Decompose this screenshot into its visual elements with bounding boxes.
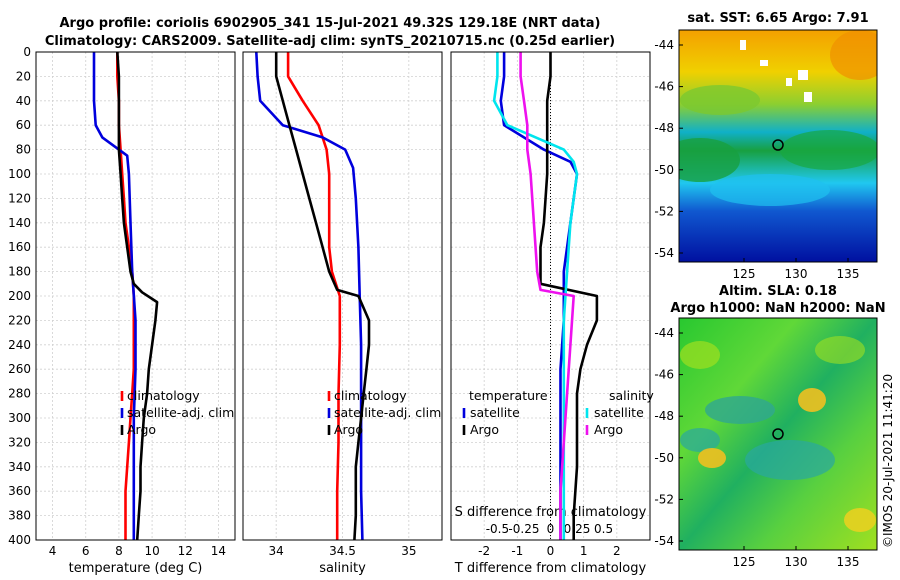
depth-tick-label: 160 <box>8 240 31 254</box>
argo-position-marker <box>772 428 784 440</box>
sla-map-subtitle: Argo h1000: NaN h2000: NaN <box>670 301 885 316</box>
x-tick-label: 0 <box>547 544 555 558</box>
legend-label: temperature <box>469 388 548 403</box>
map-lon-label: 135 <box>837 555 860 569</box>
x-tick-label: 34 <box>269 544 284 558</box>
legend-label: satellite-adj. clim <box>127 405 234 420</box>
map-lat-label: -46 <box>654 368 674 382</box>
map-lat-label: -52 <box>654 204 674 218</box>
depth-tick-label: 60 <box>16 118 31 132</box>
depth-tick-label: 320 <box>8 435 31 449</box>
x-tick-label: 34.5 <box>329 544 356 558</box>
x-axis-label: temperature (deg C) <box>69 561 203 576</box>
legend-label: satellite <box>470 405 520 420</box>
map-lon-label: 130 <box>785 267 808 281</box>
x-tick-label: 10 <box>144 544 159 558</box>
axes-frame <box>450 51 651 541</box>
map-lon-label: 130 <box>785 555 808 569</box>
map-lat-label: -44 <box>654 38 674 52</box>
depth-tick-label: 380 <box>8 509 31 523</box>
legend-label: climatology <box>334 388 407 403</box>
x-tick-label: 1 <box>580 544 588 558</box>
depth-tick-label: 260 <box>8 362 31 376</box>
depth-tick-label: 20 <box>16 69 31 83</box>
depth-tick-label: 140 <box>8 216 31 230</box>
map-lat-label: -48 <box>654 121 674 135</box>
map-lat-label: -54 <box>654 246 674 260</box>
legend-label: salinity <box>609 388 654 403</box>
legend-label: satellite-adj. clim <box>334 405 441 420</box>
argo-position-marker <box>772 139 784 151</box>
figure-title-line2: Climatology: CARS2009. Satellite-adj cli… <box>45 34 615 49</box>
map-lat-label: -50 <box>654 451 674 465</box>
axes-frame <box>35 51 236 541</box>
map-lat-label: -52 <box>654 492 674 506</box>
map-lon-label: 125 <box>733 555 756 569</box>
depth-tick-label: 120 <box>8 191 31 205</box>
figure-title-line1: Argo profile: coriolis 6902905_341 15-Ju… <box>60 16 601 31</box>
series-line-t-argo <box>539 52 599 540</box>
depth-tick-label: 240 <box>8 338 31 352</box>
x-tick-label: 35 <box>401 544 416 558</box>
depth-tick-label: 340 <box>8 460 31 474</box>
sla-map: Altim. SLA: 0.18 Argo h1000: NaN h2000: … <box>654 284 885 569</box>
map-lat-label: -50 <box>654 163 674 177</box>
depth-tick-label: 180 <box>8 265 31 279</box>
map-lon-label: 125 <box>733 267 756 281</box>
x-axis-label: T difference from climatology <box>454 561 647 576</box>
depth-tick-label: 40 <box>16 94 31 108</box>
map-lat-label: -54 <box>654 534 674 548</box>
legend-label: Argo <box>127 422 156 437</box>
profile-panels: 0204060801001201401601802002202402602803… <box>8 45 654 576</box>
x-tick-label: 14 <box>211 544 226 558</box>
map-lat-label: -44 <box>654 326 674 340</box>
depth-tick-label: 80 <box>16 143 31 157</box>
s-tick-label: 0.5 <box>594 522 613 536</box>
depth-tick-label: 400 <box>8 533 31 547</box>
depth-tick-label: 220 <box>8 313 31 327</box>
map-lon-label: 135 <box>837 267 860 281</box>
s-axis-label: S difference from climatology <box>455 505 647 520</box>
sst-map-title: sat. SST: 6.65 Argo: 7.91 <box>687 11 868 26</box>
legend-label: Argo <box>334 422 363 437</box>
panel-difference: -2 -1 0 1 2 T difference from climatology S di… <box>450 51 654 576</box>
sst-map: sat. SST: 6.65 Argo: 7.91 -44 -46 -48 -50 -5… <box>654 11 878 281</box>
x-tick-label: -2 <box>478 544 490 558</box>
s-tick-label: -0.25 <box>508 522 539 536</box>
depth-tick-label: 100 <box>8 167 31 181</box>
series-line-argo <box>274 52 371 541</box>
series-line-s-argo <box>519 52 576 540</box>
s-tick-label: -0.5 <box>486 522 509 536</box>
x-tick-label: 12 <box>178 544 193 558</box>
x-axis-label: salinity <box>319 561 366 576</box>
series-line-satellite-adj-clim <box>92 52 137 540</box>
x-tick-label: 4 <box>49 544 57 558</box>
series-line-argo <box>116 51 159 541</box>
depth-tick-label: 300 <box>8 411 31 425</box>
panel-temperature: 0 20 40 60 80 100 120 140 160 180 200 220 240 260 280 3… <box>8 45 236 576</box>
x-tick-label: -1 <box>511 544 523 558</box>
legend-label: climatology <box>127 388 200 403</box>
depth-tick-label: 360 <box>8 484 31 498</box>
depth-tick-label: 0 <box>23 45 31 59</box>
x-tick-label: 6 <box>82 544 90 558</box>
legend-label: satellite <box>594 405 644 420</box>
legend-label: Argo <box>470 422 499 437</box>
x-tick-label: 2 <box>613 544 621 558</box>
sla-map-title: Altim. SLA: 0.18 <box>719 284 837 299</box>
axes-frame <box>242 51 443 541</box>
imos-watermark: ©IMOS 20-Jul-2021 11:41:20 <box>881 374 895 548</box>
map-lat-label: -48 <box>654 409 674 423</box>
map-lat-label: -46 <box>654 80 674 94</box>
s-tick-label: 0.25 <box>564 522 591 536</box>
legend-label: Argo <box>594 422 623 437</box>
depth-tick-label: 200 <box>8 289 31 303</box>
x-tick-label: 8 <box>115 544 123 558</box>
panel-salinity: 34 34.5 35 salinity climatology satellite-adj… <box>242 51 443 576</box>
series-line-climatology <box>286 52 342 540</box>
s-tick-label: 0 <box>547 522 555 536</box>
depth-tick-label: 280 <box>8 387 31 401</box>
